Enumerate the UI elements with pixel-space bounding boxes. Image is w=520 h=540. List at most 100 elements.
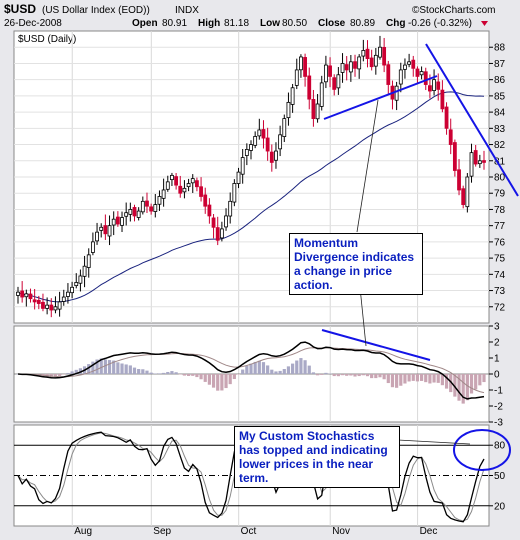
candle-body (382, 47, 387, 66)
stoch-pointer (397, 439, 471, 445)
candle-body (103, 225, 108, 235)
candle-body (157, 196, 162, 205)
macd-histogram-bar (457, 374, 461, 401)
macd-histogram-bar (440, 374, 444, 386)
price-candle (219, 221, 224, 242)
candle-body (203, 194, 208, 207)
price-y-tick-label: 79 (494, 189, 506, 200)
price-candle (132, 204, 137, 222)
price-candle (353, 54, 357, 77)
macd-histogram-bar (141, 369, 145, 374)
quote-open-label: Open (132, 18, 158, 29)
price-candle (153, 194, 158, 218)
price-candle (461, 185, 466, 209)
price-candle (45, 297, 50, 315)
price-divergence-line (323, 75, 438, 120)
macd-histogram-bar (236, 374, 241, 375)
candle-body (344, 64, 349, 71)
macd-histogram-bar (91, 361, 95, 374)
macd-histogram-bar (132, 367, 137, 374)
macd-histogram-bar (87, 364, 91, 374)
candle-body (20, 290, 25, 298)
candle-body (45, 304, 50, 309)
macd-histogram-bar (149, 372, 153, 374)
price-candle (174, 173, 179, 190)
candle-body (195, 180, 199, 188)
price-y-tick-label: 80 (494, 173, 506, 184)
macd-histogram-bar (278, 370, 282, 374)
price-candle (74, 273, 79, 289)
price-candle (465, 173, 470, 213)
macd-histogram-bar (370, 374, 374, 379)
macd-histogram-bar (453, 374, 457, 397)
candle-body (149, 206, 154, 212)
macd-histogram-bar (365, 374, 370, 377)
macd-y-tick-label: 3 (494, 322, 500, 333)
macd-histogram-bar (399, 374, 403, 386)
price-candle (328, 57, 332, 88)
price-candle (257, 118, 262, 140)
price-y-tick-label: 77 (494, 221, 506, 232)
chart-copyright: ©StockCharts.com (412, 5, 496, 16)
candle-body (444, 106, 449, 129)
price-y-tick-label: 76 (494, 237, 506, 248)
price-candle (240, 149, 245, 184)
price-candle (207, 198, 212, 224)
stochastic-y-tick-label: 20 (494, 501, 506, 512)
candle-body (482, 160, 486, 163)
price-candle (199, 177, 203, 202)
macd-histogram-bar (274, 371, 278, 374)
price-candle (32, 289, 37, 310)
price-candle (269, 144, 274, 172)
candle-body (253, 136, 258, 146)
macd-divergence-line (321, 329, 431, 361)
candle-body (53, 306, 58, 311)
price-candle (124, 202, 129, 226)
candle-body (99, 226, 104, 231)
price-y-tick-label: 78 (494, 205, 506, 216)
macd-histogram-bar (145, 370, 149, 374)
candle-body (428, 85, 432, 92)
price-candle (299, 54, 303, 78)
candle-body (265, 137, 270, 152)
price-candle (357, 54, 362, 79)
macd-histogram-bar (407, 374, 411, 382)
candle-body (465, 176, 470, 208)
stochastics-note: My Custom Stochastics has topped and ind… (234, 426, 400, 488)
candle-body (57, 301, 62, 310)
chart-exchange: INDX (175, 5, 199, 16)
quote-low-value: 80.50 (282, 18, 307, 29)
candle-body (294, 69, 299, 86)
price-candle (215, 216, 220, 246)
macd-histogram-bar (174, 372, 178, 374)
candle-body (219, 228, 224, 239)
macd-histogram-bar (465, 374, 469, 401)
candle-body (107, 225, 112, 237)
candle-body (66, 291, 70, 297)
stochastic-highlight-circle (453, 429, 511, 471)
quote-open-value: 80.91 (162, 18, 187, 29)
macd-histogram-bar (390, 374, 395, 388)
price-candle (61, 289, 66, 306)
price-y-tick-label: 81 (494, 156, 506, 167)
price-candle (195, 177, 199, 192)
macd-histogram-bar (249, 363, 253, 374)
candle-body (369, 57, 374, 68)
macd-histogram-bar (216, 374, 220, 391)
macd-histogram-bar (166, 371, 170, 374)
price-candle (323, 55, 328, 89)
candle-body (199, 186, 203, 197)
candle-body (244, 149, 249, 156)
price-candle (294, 58, 299, 90)
candle-body (145, 200, 149, 207)
price-candle (361, 39, 366, 62)
price-y-tick-label: 86 (494, 75, 506, 86)
price-candle (82, 255, 87, 288)
price-candle (232, 179, 237, 207)
price-candle (78, 269, 83, 292)
candle-body (278, 134, 283, 150)
price-candle (265, 127, 270, 161)
price-y-tick-label: 87 (494, 59, 506, 70)
candle-body (340, 63, 345, 73)
macd-histogram-bar (286, 366, 291, 374)
